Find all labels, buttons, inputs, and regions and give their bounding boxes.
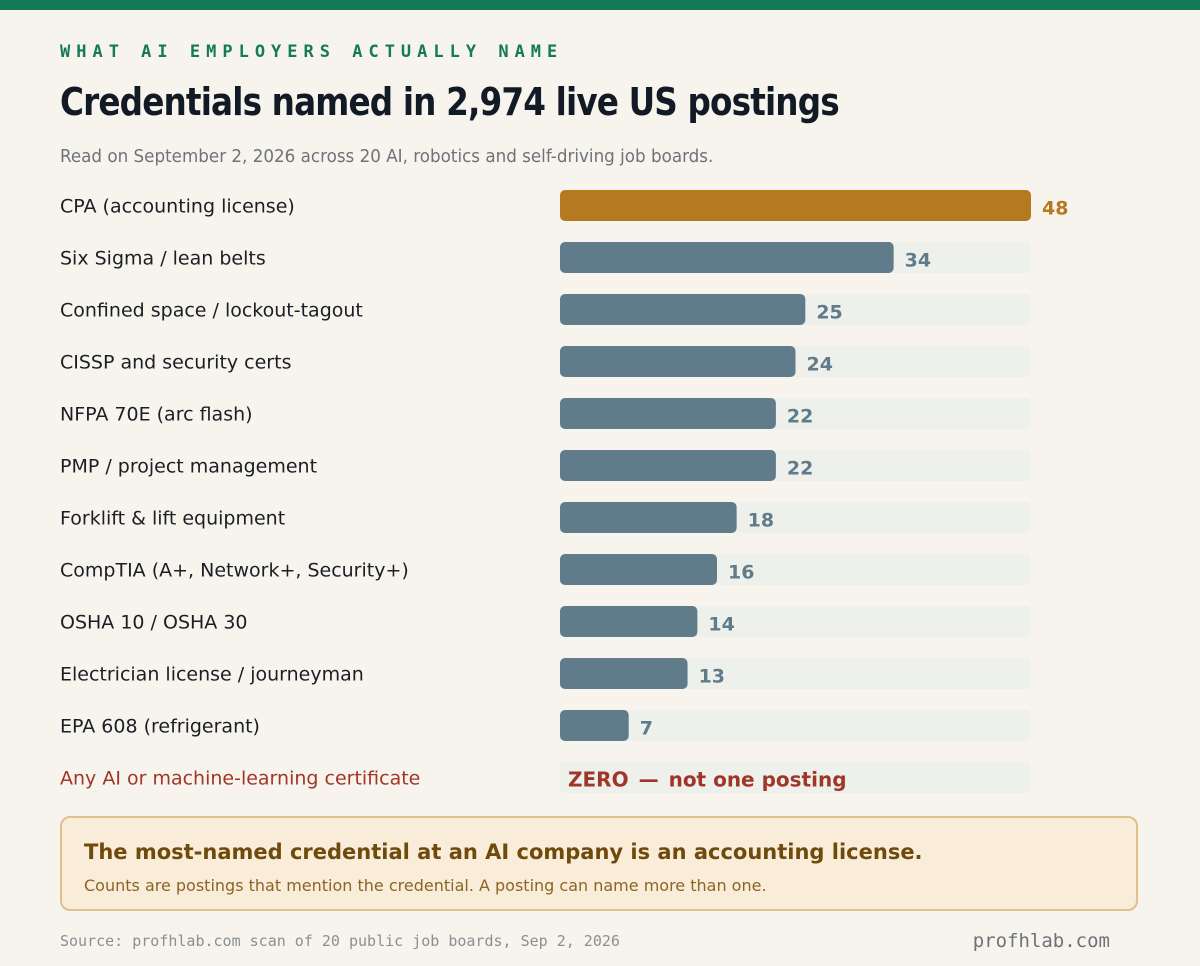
bar <box>560 502 737 533</box>
value-label: 18 <box>748 510 774 532</box>
chart-subtitle: Read on September 2, 2026 across 20 AI, … <box>60 146 714 167</box>
bar <box>560 554 717 585</box>
zero-annotation: ZERO — not one posting <box>568 768 847 792</box>
bar <box>560 710 629 741</box>
brand-mark: profhlab.com <box>972 930 1110 952</box>
bar <box>560 398 776 429</box>
bar-chart: CPA (accounting license) 48 Six Sigma / le… <box>60 190 1068 793</box>
category-label: EPA 608 (refrigerant) <box>60 716 260 738</box>
zero-dash: — <box>639 768 659 792</box>
bar <box>560 346 796 377</box>
category-label: PMP / project management <box>60 456 317 478</box>
value-label: 34 <box>905 250 931 272</box>
category-label: Forklift & lift equipment <box>60 508 285 530</box>
bar-track <box>560 762 1031 793</box>
value-label: 14 <box>708 614 734 636</box>
category-label: CompTIA (A+, Network+, Security+) <box>60 560 409 582</box>
top-accent-bar <box>0 0 1200 10</box>
callout-headline: The most-named credential at an AI compa… <box>84 840 923 864</box>
value-label: 25 <box>816 302 842 324</box>
value-label: 16 <box>728 562 754 584</box>
bar <box>560 658 688 689</box>
zero-rest: not one posting <box>669 768 847 792</box>
source-note: Source: profhlab.com scan of 20 public j… <box>60 932 620 950</box>
chart-title: Credentials named in 2,974 live US posti… <box>60 80 840 124</box>
value-label: 13 <box>699 666 725 688</box>
callout-box: The most-named credential at an AI compa… <box>60 816 1138 911</box>
category-label: Six Sigma / lean belts <box>60 248 266 270</box>
category-label: NFPA 70E (arc flash) <box>60 404 253 426</box>
kicker: WHAT AI EMPLOYERS ACTUALLY NAME <box>60 42 564 62</box>
bar <box>560 242 894 273</box>
category-label: Electrician license / journeyman <box>60 664 364 686</box>
category-label: Confined space / lockout-tagout <box>60 300 363 322</box>
zero-strong: ZERO <box>568 768 629 792</box>
value-label: 22 <box>787 458 813 480</box>
category-label: Any AI or machine-learning certificate <box>60 768 420 790</box>
value-label: 48 <box>1042 198 1068 220</box>
bar <box>560 606 698 637</box>
value-label: 22 <box>787 406 813 428</box>
bar <box>560 294 806 325</box>
category-label: CPA (accounting license) <box>60 196 295 218</box>
bar <box>560 450 776 481</box>
bar-track <box>560 710 1031 741</box>
value-label: 24 <box>807 354 833 376</box>
callout-body: Counts are postings that mention the cre… <box>84 876 767 895</box>
bar <box>560 190 1031 221</box>
category-label: OSHA 10 / OSHA 30 <box>60 612 248 634</box>
category-label: CISSP and security certs <box>60 352 291 374</box>
value-label: 7 <box>640 718 653 740</box>
